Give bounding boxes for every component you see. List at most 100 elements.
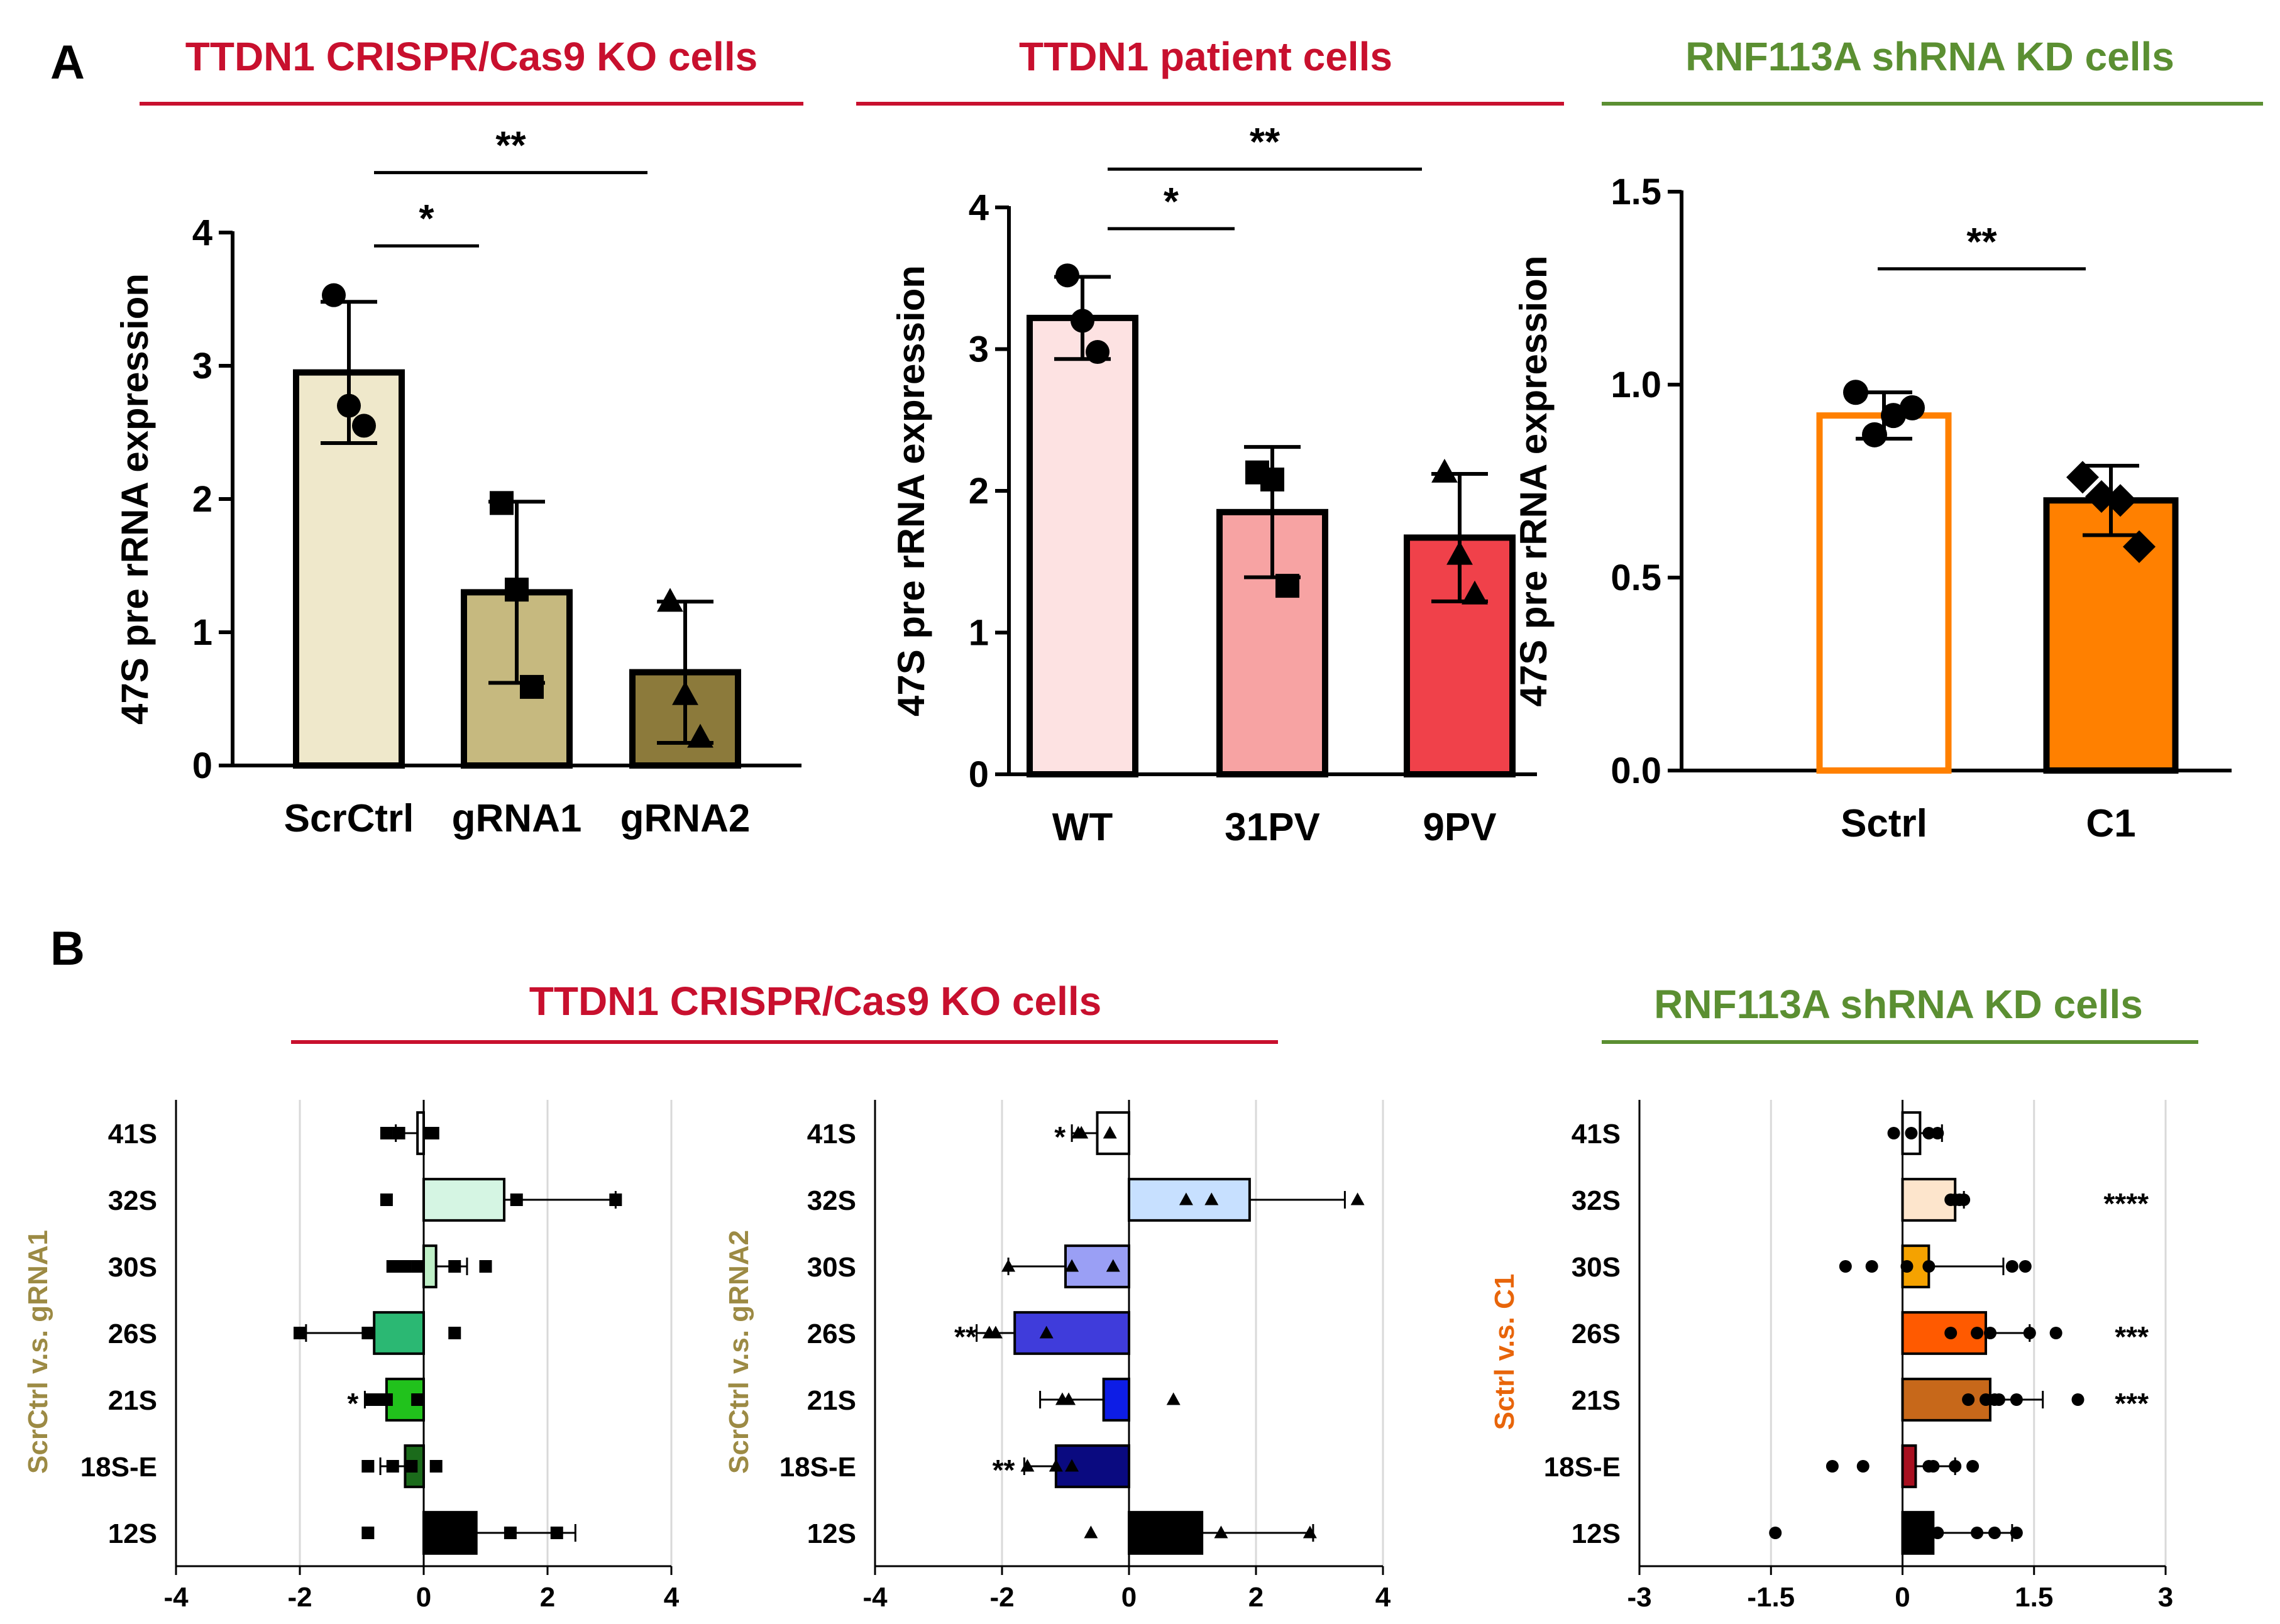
chart-b-grna1: -4 -2 0 2 4 ScrCtrl v.s. gRNA1 41S 32S 30S 26S 21S…	[23, 1100, 680, 1613]
data-point	[368, 1393, 381, 1406]
bar	[1816, 412, 1952, 774]
data-point	[411, 1393, 424, 1406]
y-axis-label: ScrCtrl v.s. gRNA2	[724, 1230, 754, 1474]
x-tick-label: 4	[664, 1582, 680, 1613]
data-point	[510, 1193, 523, 1206]
header-a-ko: TTDN1 CRISPR/Cas9 KO cells	[185, 34, 758, 79]
data-point	[1905, 1127, 1918, 1139]
data-point	[988, 1325, 1003, 1339]
data-point	[1931, 1127, 1944, 1139]
data-point	[1446, 540, 1473, 565]
data-point	[1062, 1392, 1076, 1405]
data-point	[2104, 484, 2137, 517]
category-label: 21S	[807, 1385, 856, 1416]
data-point	[1826, 1460, 1839, 1473]
data-point	[2010, 1527, 2023, 1539]
data-point	[1065, 1459, 1079, 1472]
data-point	[1214, 1525, 1228, 1539]
x-tick-label: Sctrl	[1841, 802, 1927, 845]
y-tick-label: 2	[969, 471, 989, 512]
y-tick-label: 4	[192, 212, 212, 253]
x-tick-label: -2	[287, 1582, 312, 1613]
y-tick-label: 4	[969, 187, 989, 228]
y-tick-label: 1.0	[1611, 365, 1661, 405]
data-point	[550, 1527, 563, 1539]
significance-label: **	[1966, 221, 1997, 264]
data-point	[1865, 1260, 1878, 1273]
significance-label: **	[495, 124, 526, 168]
data-point	[1944, 1327, 1958, 1339]
y-axis-label: 47S pre rRNA expression	[114, 273, 156, 725]
data-point	[657, 588, 683, 612]
bar	[1027, 314, 1138, 777]
x-tick-label: gRNA2	[620, 797, 751, 840]
data-point	[1166, 1392, 1181, 1405]
x-tick-label: 0	[416, 1582, 431, 1613]
y-axis-label: ScrCtrl v.s. gRNA1	[23, 1230, 53, 1474]
data-point	[2066, 461, 2099, 494]
y-tick-label: 0.0	[1611, 750, 1661, 791]
data-point	[687, 723, 713, 748]
bar	[1013, 1311, 1130, 1355]
y-tick-label: 0	[192, 745, 212, 786]
category-label: 32S	[108, 1185, 157, 1216]
x-tick-label: -4	[163, 1582, 189, 1613]
data-point	[1302, 1525, 1317, 1539]
significance-label: *	[1054, 1121, 1066, 1153]
data-point	[1106, 1259, 1120, 1272]
bar	[416, 1111, 426, 1155]
data-point	[1843, 380, 1868, 405]
data-point	[1931, 1527, 1944, 1539]
header-b-kd: RNF113A shRNA KD cells	[1654, 982, 2143, 1027]
significance-label: ***	[2115, 1387, 2149, 1420]
significance-label: *	[347, 1387, 358, 1420]
category-label: 26S	[807, 1319, 856, 1349]
data-point	[1462, 580, 1488, 605]
chart-a-kd: 0.0 0.5 1.0 1.5 47S pre rRNA expression Sctrl…	[1512, 172, 2232, 845]
data-point	[1431, 458, 1458, 483]
bar	[1128, 1511, 1204, 1555]
y-tick-label: 3	[969, 329, 989, 370]
data-point	[322, 283, 346, 307]
header-a-patient: TTDN1 patient cells	[1019, 34, 1392, 79]
data-point	[520, 674, 544, 699]
x-tick-label: 0	[1121, 1582, 1137, 1613]
category-label: 41S	[807, 1119, 856, 1149]
data-point	[1958, 1193, 1971, 1206]
bar	[422, 1178, 506, 1222]
data-point	[1971, 1527, 1984, 1539]
data-point	[1179, 1192, 1193, 1205]
bar	[1216, 508, 1328, 777]
data-point	[2123, 530, 2156, 563]
data-point	[1071, 309, 1094, 333]
data-point	[1988, 1527, 2001, 1539]
category-label: 30S	[1572, 1252, 1621, 1283]
x-tick-label: -1.5	[1747, 1582, 1795, 1613]
data-point	[1887, 1127, 1900, 1139]
data-point	[1769, 1527, 1782, 1539]
x-tick-label: 0	[1895, 1582, 1910, 1613]
x-tick-label: 31PV	[1225, 806, 1320, 849]
data-point	[1984, 1327, 1996, 1339]
data-point	[429, 1460, 443, 1473]
data-point	[504, 1527, 517, 1539]
data-point	[672, 681, 698, 705]
x-tick-label: -4	[862, 1582, 888, 1613]
data-point	[426, 1127, 439, 1139]
data-point	[1856, 1460, 1870, 1473]
data-point	[380, 1127, 393, 1139]
panel-label-a: A	[50, 36, 85, 89]
x-tick-label: gRNA1	[452, 797, 582, 840]
x-tick-label: -3	[1627, 1582, 1651, 1613]
y-tick-label: 1	[192, 612, 212, 653]
y-tick-label: 2	[192, 479, 212, 520]
x-tick-label: ScrCtrl	[284, 797, 414, 840]
data-point	[386, 1460, 399, 1473]
data-point	[1900, 395, 1925, 420]
panel-label-b: B	[50, 922, 85, 975]
bar	[422, 1244, 438, 1288]
data-point	[386, 1260, 399, 1273]
data-point	[392, 1127, 405, 1139]
category-label: 32S	[807, 1185, 856, 1216]
